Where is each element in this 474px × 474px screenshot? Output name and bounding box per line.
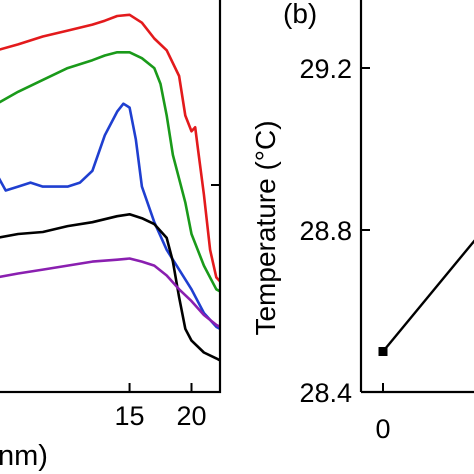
panel-b-y-tick-label: 29.2 bbox=[299, 54, 352, 84]
panel-b: (b) 28.4 28.8 29.2 0 Temperature (°C) bbox=[250, 0, 474, 444]
panel-b-y-tick-label: 28.4 bbox=[299, 378, 352, 408]
panel-b-data-point bbox=[378, 347, 388, 356]
panel-b-label: (b) bbox=[283, 0, 317, 29]
panel-a-x-tick-label: 20 bbox=[176, 401, 206, 431]
panel-a: 15 20 nm) bbox=[0, 0, 222, 472]
panel-b-y-tick-label: 28.8 bbox=[299, 216, 352, 246]
panel-a-series-line-4 bbox=[0, 213, 221, 362]
panel-a-series-line-2 bbox=[0, 51, 221, 293]
panel-a-series-line-1 bbox=[0, 13, 221, 283]
panel-a-x-axis-label: nm) bbox=[0, 440, 48, 472]
panel-a-x-tick-label: 15 bbox=[115, 401, 145, 431]
panel-b-y-axis-label: Temperature (°C) bbox=[250, 120, 281, 335]
panel-b-series-line bbox=[382, 239, 474, 353]
panel-a-frame bbox=[0, 0, 222, 394]
panel-b-x-tick-label: 0 bbox=[375, 414, 390, 444]
panel-a-series-line-3 bbox=[0, 102, 221, 330]
panel-a-series-line-5 bbox=[0, 257, 221, 328]
